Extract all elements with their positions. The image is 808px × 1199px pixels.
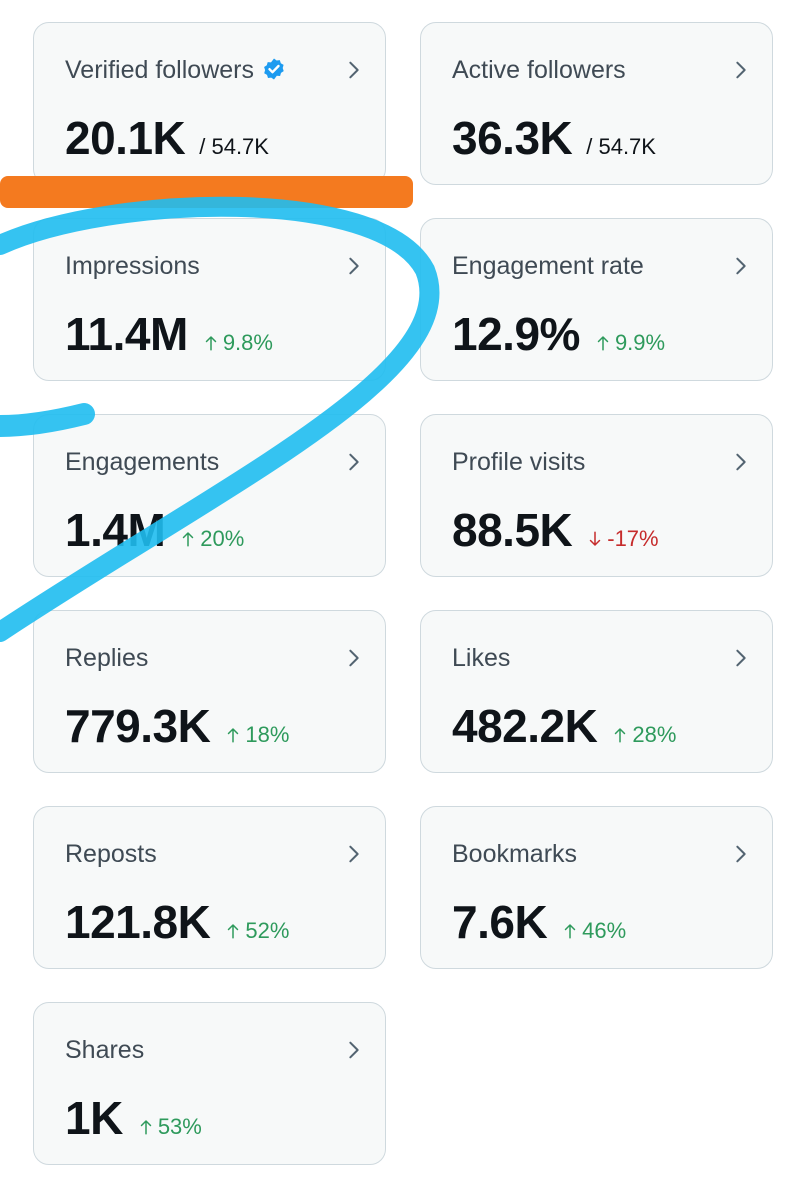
label-text: Verified followers: [65, 56, 254, 84]
trend-arrow: [183, 532, 194, 547]
trend-arrow: [564, 924, 576, 939]
change-text: 46%: [582, 918, 627, 943]
card-row: 11.4M 9.8%: [65, 307, 273, 361]
change-text: 18%: [245, 722, 290, 747]
stat-change: 28%: [611, 722, 676, 747]
stat-card[interactable]: Impressions 11.4M 9.8%: [33, 218, 386, 381]
stat-card[interactable]: Bookmarks 7.6K 46%: [420, 806, 773, 969]
stat-total: / 54.7K: [586, 134, 656, 159]
stat-value: 779.3K: [65, 700, 211, 752]
card-label: Reposts: [65, 840, 157, 869]
verified-badge: [264, 58, 284, 80]
card-row: 20.1K / 54.7K: [65, 111, 269, 165]
chevron: [349, 257, 359, 275]
stat-card[interactable]: Active followers 36.3K / 54.7K: [420, 22, 773, 185]
card-row: 482.2K 28%: [452, 699, 676, 753]
label-text: Impressions: [65, 252, 200, 280]
stat-card[interactable]: Likes 482.2K 28%: [420, 610, 773, 773]
label-text: Likes: [452, 644, 511, 672]
trend-arrow: [590, 531, 601, 546]
stat-total: / 54.7K: [199, 134, 269, 159]
label-text: Active followers: [452, 56, 626, 84]
label-text: Engagement rate: [452, 252, 644, 280]
card-row: 7.6K 46%: [452, 895, 626, 949]
card-label: Active followers: [452, 56, 626, 85]
stat-card[interactable]: Replies 779.3K 18%: [33, 610, 386, 773]
card-label: Likes: [452, 644, 510, 673]
label-text: Profile visits: [452, 448, 586, 476]
change-text: -17%: [607, 526, 659, 551]
stat-value: 12.9%: [452, 308, 580, 360]
card-row: 1K 53%: [65, 1091, 202, 1145]
trend-arrow: [615, 728, 626, 743]
card-label: Profile visits: [452, 448, 585, 477]
trend-arrow: [205, 336, 217, 351]
label-text: Reposts: [65, 840, 157, 868]
chevron: [736, 257, 746, 275]
stat-card[interactable]: Reposts 121.8K 52%: [33, 806, 386, 969]
card-label: Verified followers: [65, 56, 286, 85]
stat-change: 18%: [224, 722, 289, 747]
chevron: [736, 845, 746, 863]
stat-change: 46%: [561, 918, 626, 943]
card-row: 12.9% 9.9%: [452, 307, 665, 361]
chevron: [349, 453, 359, 471]
change-text: 53%: [157, 1114, 202, 1139]
card-label: Bookmarks: [452, 840, 577, 869]
card-label: Engagement rate: [452, 252, 644, 281]
stat-value: 20.1K: [65, 112, 186, 164]
chevron: [736, 453, 746, 471]
label-text: Engagements: [65, 448, 220, 476]
change-text: 9.8%: [222, 330, 273, 355]
card-label: Impressions: [65, 252, 200, 281]
stat-value: 88.5K: [452, 504, 573, 556]
stat-card[interactable]: Engagements 1.4M 20%: [33, 414, 386, 577]
stat-change: 20%: [179, 526, 244, 551]
stat-card[interactable]: Shares 1K 53%: [33, 1002, 386, 1165]
chevron: [349, 845, 359, 863]
card-label: Engagements: [65, 448, 219, 477]
stat-value: 482.2K: [452, 700, 598, 752]
trend-arrow: [228, 728, 239, 743]
chevron: [349, 61, 359, 79]
stat-change: 53%: [137, 1114, 202, 1139]
trend-arrow: [140, 1120, 152, 1135]
change-text: 9.9%: [614, 330, 666, 355]
chevron: [736, 61, 746, 79]
stat-value: 11.4M: [65, 308, 188, 360]
trend-arrow: [597, 336, 609, 351]
chevron: [349, 649, 359, 667]
stat-change: 9.8%: [202, 330, 273, 355]
stat-change: 9.9%: [594, 330, 665, 355]
chevron: [736, 649, 746, 667]
chevron: [349, 1041, 359, 1059]
stat-value: 121.8K: [65, 896, 211, 948]
card-row: 36.3K / 54.7K: [452, 111, 656, 165]
card-row: 121.8K 52%: [65, 895, 289, 949]
label-text: Bookmarks: [452, 840, 578, 868]
trend-arrow: [228, 924, 239, 939]
stat-value: 36.3K: [452, 112, 573, 164]
stat-card[interactable]: Engagement rate 12.9% 9.9%: [420, 218, 773, 381]
stat-card[interactable]: Verified followers 20.1K / 54.7K: [33, 22, 386, 185]
stat-change: 52%: [224, 918, 289, 943]
stat-value: 7.6K: [452, 896, 548, 948]
label-text: Shares: [65, 1036, 145, 1064]
card-row: 1.4M 20%: [65, 503, 244, 557]
change-text: 20%: [200, 526, 245, 551]
stat-change: -17%: [586, 526, 659, 551]
card-label: Shares: [65, 1036, 144, 1065]
card-row: 88.5K -17%: [452, 503, 659, 557]
change-text: 28%: [632, 722, 677, 747]
stat-value: 1.4M: [65, 504, 166, 556]
change-text: 52%: [245, 918, 290, 943]
card-row: 779.3K 18%: [65, 699, 289, 753]
label-text: Replies: [65, 644, 149, 672]
card-label: Replies: [65, 644, 148, 673]
stat-value: 1K: [65, 1092, 123, 1144]
stat-card[interactable]: Profile visits 88.5K -17%: [420, 414, 773, 577]
